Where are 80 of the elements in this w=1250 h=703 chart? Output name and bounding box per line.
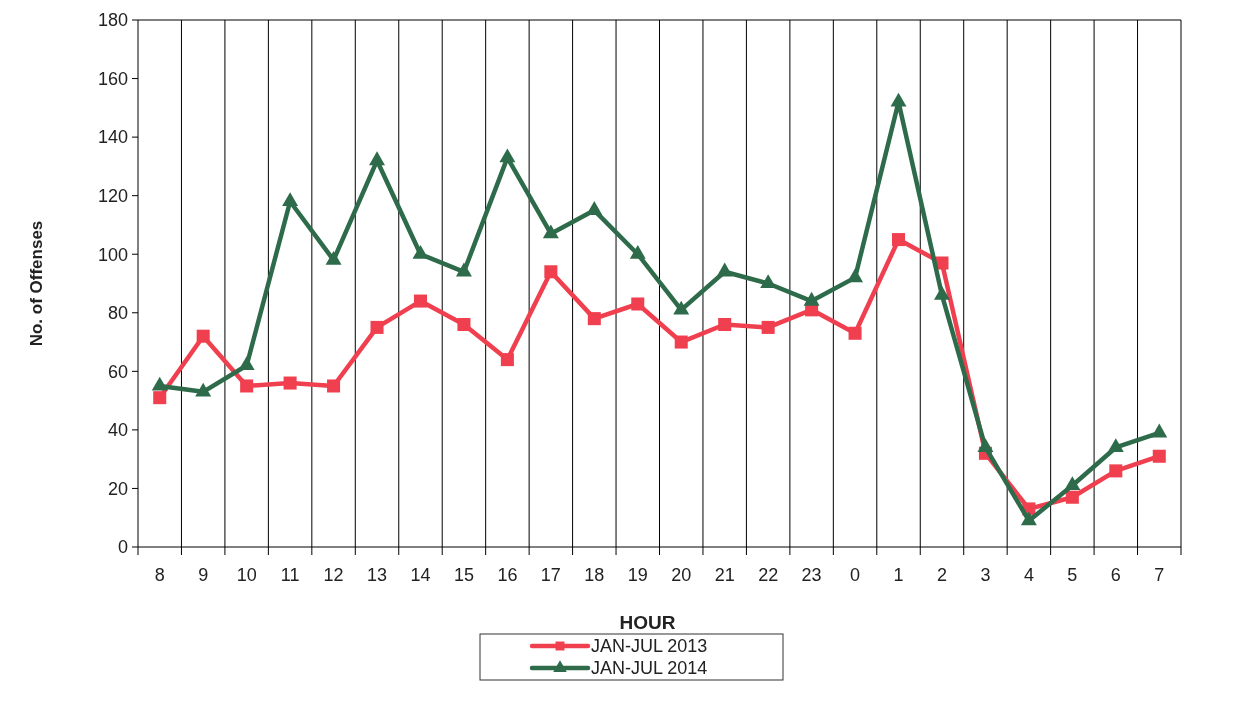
point — [1151, 423, 1168, 438]
x-tick-label: 9 — [198, 565, 209, 585]
x-tick-label: 6 — [1110, 565, 1121, 585]
point — [195, 382, 212, 397]
point — [1065, 490, 1079, 504]
x-axis-title: HOUR — [619, 612, 676, 633]
x-tick-label: 17 — [540, 565, 561, 585]
point — [847, 268, 864, 283]
point — [369, 151, 385, 166]
x-tick-label: 4 — [1023, 565, 1034, 585]
point — [153, 391, 167, 405]
x-tick-label: 1 — [893, 565, 904, 585]
point — [499, 148, 516, 163]
y-tick-label: 100 — [97, 244, 128, 265]
x-tick-label: 2 — [936, 565, 947, 585]
point — [542, 224, 559, 239]
point — [196, 329, 210, 343]
point — [1064, 476, 1081, 491]
y-tick-label: 120 — [97, 185, 128, 206]
y-tick-label: 140 — [97, 127, 128, 148]
x-tick-label: 22 — [758, 565, 779, 585]
x-tick-label: 5 — [1067, 565, 1078, 585]
x-tick-label: 7 — [1154, 565, 1165, 585]
point — [892, 233, 906, 247]
y-tick-label: 180 — [97, 10, 128, 31]
point — [1109, 464, 1123, 478]
y-axis-title: No. of Offenses — [27, 220, 46, 347]
x-tick-label: 13 — [367, 565, 388, 585]
y-tick-label: 0 — [117, 537, 128, 558]
point — [413, 294, 427, 308]
point — [631, 297, 645, 311]
point — [500, 353, 514, 367]
x-tick-label: 0 — [850, 565, 861, 585]
x-tick-label: 14 — [410, 565, 431, 585]
y-tick-label: 60 — [107, 361, 128, 382]
x-tick-label: 19 — [627, 565, 648, 585]
x-tick-label: 8 — [154, 565, 165, 585]
x-tick-label: 18 — [584, 565, 605, 585]
point — [803, 291, 820, 306]
legend-label: JAN-JUL 2013 — [591, 636, 708, 657]
point — [455, 262, 472, 277]
point — [370, 320, 384, 334]
y-tick-label: 20 — [107, 478, 128, 499]
point — [674, 335, 688, 349]
point — [457, 317, 471, 332]
point — [327, 379, 341, 393]
y-tick-label: 80 — [107, 303, 128, 324]
x-tick-label: 10 — [236, 565, 257, 585]
x-tick-label: 11 — [280, 565, 300, 585]
point — [1020, 511, 1037, 526]
point — [283, 376, 297, 390]
point — [761, 320, 775, 334]
point — [716, 262, 733, 277]
point — [151, 376, 168, 391]
point — [544, 265, 558, 279]
point — [890, 92, 907, 107]
point — [282, 192, 299, 207]
point — [848, 326, 862, 340]
x-tick-label: 12 — [323, 565, 344, 585]
point — [587, 312, 601, 326]
legend-label: JAN-JUL 2014 — [591, 658, 708, 679]
point — [673, 300, 690, 315]
point — [586, 201, 603, 215]
x-tick-label: 15 — [453, 565, 474, 585]
point — [325, 250, 342, 265]
point — [1152, 449, 1166, 463]
point — [240, 379, 254, 393]
point — [629, 245, 646, 259]
point — [1107, 438, 1124, 453]
point — [934, 286, 950, 300]
x-tick-label: 16 — [497, 565, 518, 585]
x-tick-label: 20 — [671, 565, 692, 585]
point — [238, 356, 255, 371]
y-tick-label: 40 — [107, 420, 128, 441]
x-tick-label: 3 — [980, 565, 991, 585]
y-tick-label: 160 — [97, 68, 128, 89]
x-tick-label: 21 — [714, 565, 735, 585]
point — [977, 438, 994, 453]
point — [718, 317, 732, 332]
x-tick-label: 23 — [801, 565, 822, 585]
